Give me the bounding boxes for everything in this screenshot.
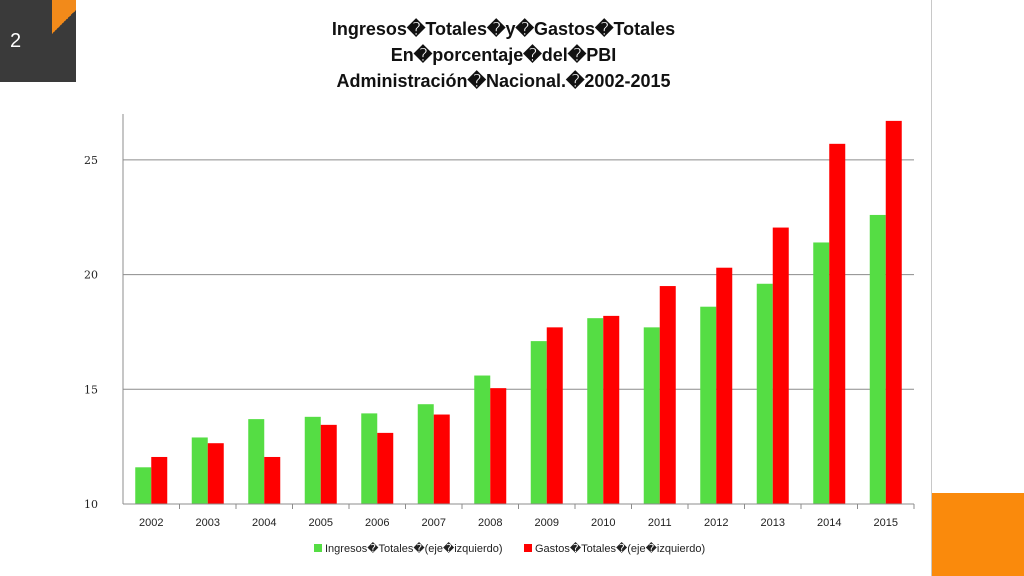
x-tick-label: 2008 [478,517,502,529]
bar-ingresos [135,467,151,504]
x-tick-label: 2010 [591,517,615,529]
x-tick-label: 2015 [874,517,898,529]
bar-gastos [829,144,845,504]
x-tick-label: 2011 [648,517,672,529]
y-tick-label: 25 [84,154,98,167]
gridlines [123,160,914,389]
bar-gastos [547,327,563,504]
y-tick-label: 20 [84,269,98,282]
x-tick-label: 2009 [535,517,559,529]
x-tick-label: 2007 [422,517,446,529]
bar-gastos [151,457,167,504]
bar-gastos [264,457,280,504]
bar-gastos [321,425,337,504]
x-tick-label: 2014 [817,517,841,529]
bar-gastos [603,316,619,504]
bar-ingresos [644,327,660,504]
legend-swatch [524,544,532,552]
x-tick-label: 2006 [365,517,389,529]
bar-ingresos [474,376,490,504]
legend-label: Ingresos�Totales�(eje�izquierdo) [325,541,503,555]
bar-ingresos [192,437,208,504]
chart-legend: Ingresos�Totales�(eje�izquierdo) Gastos�T… [314,541,705,555]
bar-ingresos [531,341,547,504]
bar-gastos [208,443,224,504]
y-tick-label: 10 [84,498,98,511]
legend-label: Gastos�Totales�(eje�izquierdo) [535,541,705,555]
bar-gastos [377,433,393,504]
bar-ingresos [305,417,321,504]
bar-gastos [716,268,732,504]
bar-ingresos [587,318,603,504]
x-tick-label: 2012 [704,517,728,529]
x-tick-label: 2004 [252,517,276,529]
bar-ingresos [361,413,377,504]
bar-ingresos [418,404,434,504]
bar-gastos [886,121,902,504]
x-tick-label: 2005 [309,517,333,529]
bar-ingresos [870,215,886,504]
x-tick-label: 2002 [139,517,163,529]
bar-gastos [490,388,506,504]
bar-series [135,121,902,504]
bar-gastos [660,286,676,504]
x-tick-label: 2003 [196,517,220,529]
legend-swatch [314,544,322,552]
bar-ingresos [813,242,829,504]
bar-gastos [773,228,789,504]
bar-ingresos [757,284,773,504]
y-tick-label: 15 [84,383,98,396]
axes [123,114,914,509]
bar-ingresos [700,307,716,504]
bar-gastos [434,415,450,504]
x-tick-label: 2013 [761,517,785,529]
bar-ingresos [248,419,264,504]
